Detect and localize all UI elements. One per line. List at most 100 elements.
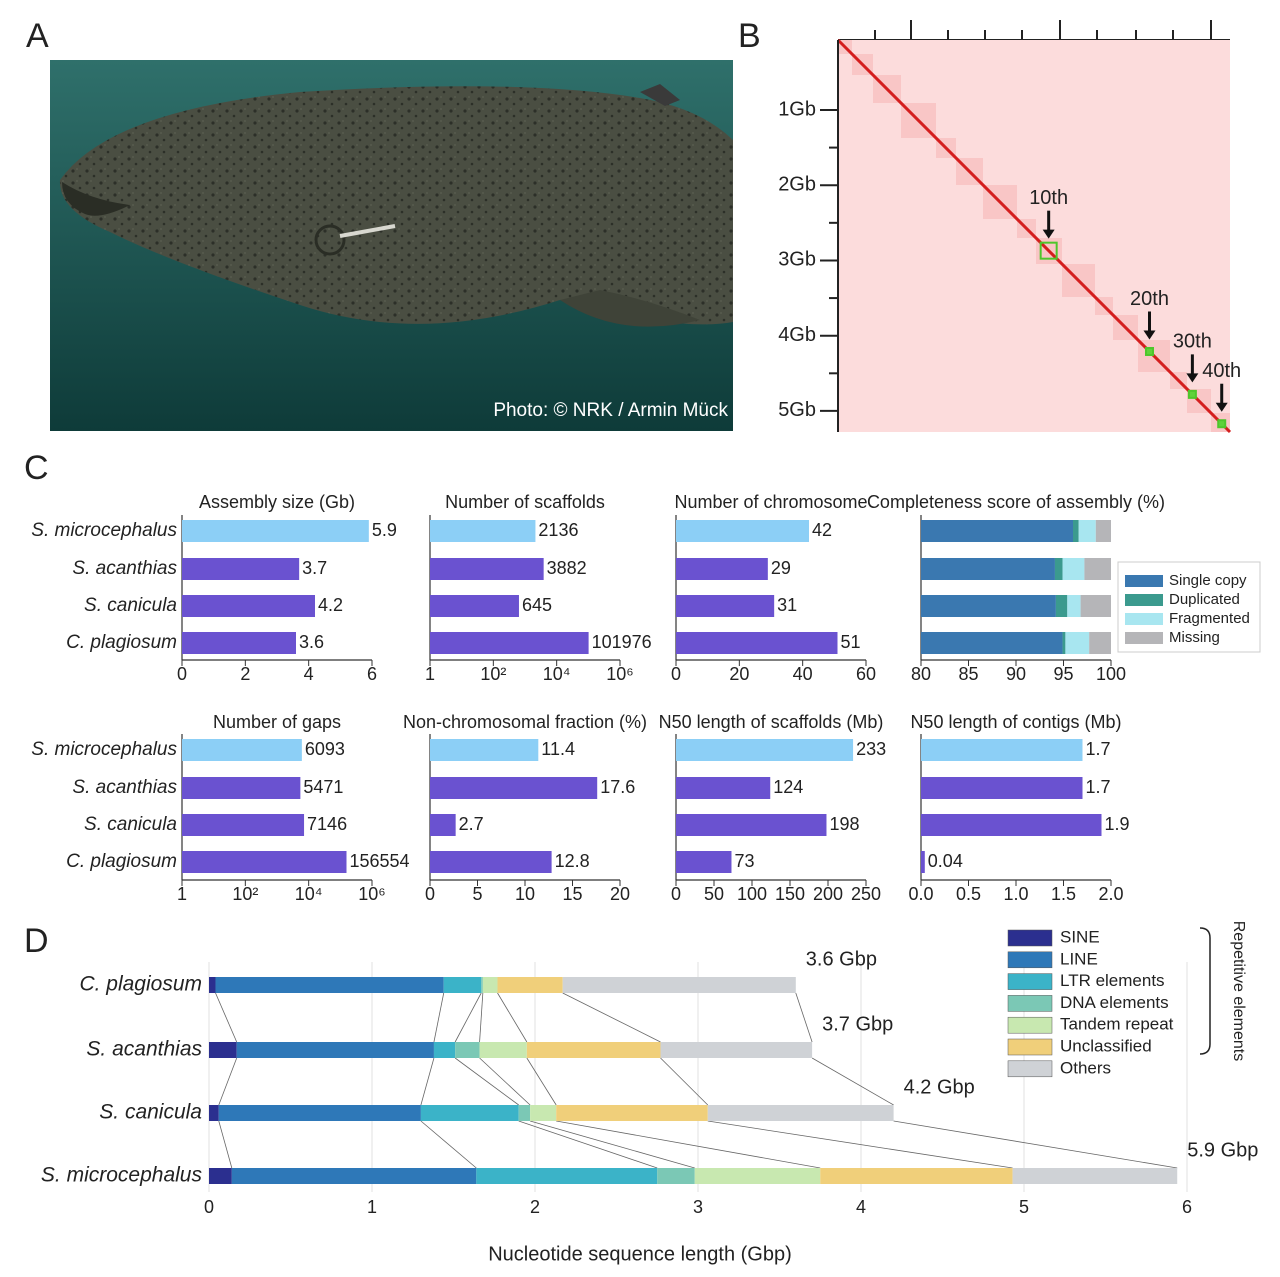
x-tick-label: 15: [562, 884, 582, 904]
connector: [218, 1057, 238, 1106]
bar: [676, 814, 827, 836]
bar: [430, 814, 456, 836]
category-label: C. plagiosum: [66, 851, 177, 872]
x-tick-label: 10²: [480, 664, 506, 684]
photo: [50, 60, 734, 431]
legend-label: Tandem repeat: [1060, 1015, 1174, 1034]
connector: [893, 1120, 1178, 1169]
value-label: 11.4: [541, 739, 575, 759]
x-tick-label: 6: [1182, 1197, 1192, 1217]
value-label: 2136: [538, 520, 578, 540]
bar-segment: [921, 595, 1056, 617]
x-tick-label: 4: [856, 1197, 866, 1217]
bar-segment: [479, 1042, 527, 1058]
bar-segment: [921, 520, 1073, 542]
connector: [518, 1120, 658, 1169]
bar-segment: [420, 1105, 519, 1121]
y-tick-label: 3Gb: [778, 249, 816, 271]
chart-title: Non-chromosomal fraction (%): [403, 712, 647, 732]
bar-segment: [209, 1042, 237, 1058]
bar-segment: [1067, 595, 1081, 617]
y-tick-label: 1Gb: [778, 98, 816, 120]
x-tick-label: 250: [851, 884, 881, 904]
connector: [420, 1057, 435, 1106]
value-label: 3.7: [302, 558, 327, 578]
legend-swatch: [1007, 951, 1053, 969]
annotation: 10th: [1029, 187, 1068, 209]
photo-credit: Photo: © NRK / Armin Mück: [493, 400, 728, 421]
bar-segment: [1055, 595, 1068, 617]
y-tick-label: 4Gb: [778, 324, 816, 346]
connector: [562, 992, 661, 1043]
legend-label: Others: [1060, 1058, 1111, 1077]
x-tick-label: 80: [911, 664, 931, 684]
bar: [182, 851, 347, 873]
y-tick-label: 5Gb: [778, 399, 816, 421]
bar: [676, 558, 768, 580]
total-label: 5.9 Gbp: [1187, 1139, 1258, 1161]
x-tick-label: 100: [1096, 664, 1126, 684]
bar: [182, 814, 305, 836]
connector: [215, 992, 238, 1043]
x-tick-label: 0: [671, 664, 681, 684]
x-tick-label: 2.0: [1098, 884, 1123, 904]
value-label: 12.8: [555, 851, 590, 871]
legend-label: DNA elements: [1060, 993, 1169, 1012]
bar-segment: [1095, 520, 1111, 542]
value-label: 124: [773, 777, 803, 797]
panel-label: D: [24, 922, 49, 960]
legend-swatch: [1007, 973, 1053, 990]
legend-swatch: [1125, 575, 1163, 587]
bar: [676, 632, 838, 654]
x-tick-label: 1.0: [1003, 884, 1028, 904]
connector: [530, 1120, 695, 1169]
connector: [707, 1120, 1013, 1169]
bar: [430, 851, 552, 873]
bar: [921, 777, 1083, 799]
bar: [676, 520, 809, 542]
legend-swatch: [1007, 929, 1053, 947]
value-label: 5471: [303, 777, 343, 797]
x-tick-label: 20: [610, 884, 630, 904]
connector: [497, 992, 528, 1043]
bar-segment: [481, 977, 483, 993]
x-tick-label: 0: [425, 884, 435, 904]
x-tick-label: 10⁴: [295, 884, 323, 904]
legend-swatch: [1007, 1060, 1053, 1078]
bar-segment: [657, 1168, 695, 1184]
value-label: 51: [841, 632, 861, 652]
bar-segment: [921, 558, 1055, 580]
category-label: S. canicula: [84, 814, 177, 835]
highlight-box: [1144, 346, 1154, 356]
x-tick-label: 0: [177, 664, 187, 684]
bar-segment: [443, 977, 482, 993]
bar: [430, 520, 536, 542]
x-tick-label: 2: [530, 1197, 540, 1217]
bar: [921, 851, 925, 873]
connector: [660, 1057, 709, 1106]
value-label: 3882: [547, 558, 587, 578]
x-tick-label: 40: [793, 664, 813, 684]
legend-label: LTR elements: [1060, 971, 1165, 990]
legend-swatch: [1007, 1016, 1053, 1034]
bar-segment: [236, 1042, 434, 1058]
connector: [526, 1057, 557, 1106]
category-label: C. plagiosum: [79, 973, 202, 996]
x-tick-label: 10⁴: [543, 664, 571, 684]
arrow-head: [1186, 373, 1199, 383]
bar-segment: [1065, 632, 1090, 654]
bar-segment: [215, 977, 444, 993]
x-tick-label: 2: [240, 664, 250, 684]
bar-segment: [921, 632, 1063, 654]
bar: [182, 595, 315, 617]
category-label: S. canicula: [99, 1101, 202, 1124]
connector: [218, 1120, 233, 1169]
category-label: S. acanthias: [72, 777, 177, 798]
connector: [811, 1057, 894, 1106]
bar-segment: [209, 1168, 232, 1184]
value-label: 198: [829, 814, 859, 834]
total-label: 3.6 Gbp: [806, 948, 877, 970]
value-label: 29: [771, 558, 791, 578]
x-tick-label: 1: [367, 1197, 377, 1217]
